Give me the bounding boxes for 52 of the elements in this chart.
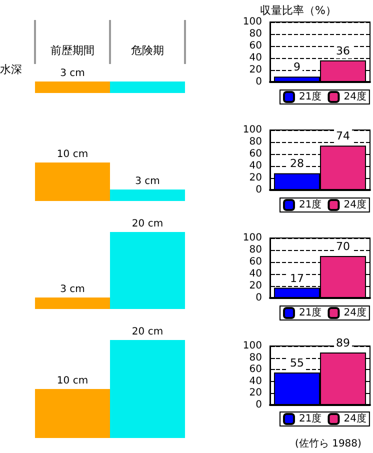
data-label: 74 [336,130,350,143]
y-axis-title: 水深 [0,63,22,76]
data-label: 70 [336,240,350,253]
data-label: 89 [336,336,350,350]
legend-label: 24度 [344,412,366,424]
x-tick-label: 危険期 [131,44,164,57]
chart-title: 収量比率（%） [260,4,336,17]
data-label: 10 cm [56,376,88,386]
data-label: 3 cm [135,176,160,187]
y-tick-label: 40 [249,268,262,280]
y-tick-label: 0 [256,292,262,304]
y-tick-label: 60 [249,256,262,268]
y-tick-label: 80 [249,28,262,40]
y-tick-label: 40 [249,52,262,64]
data-label: 3 cm [60,284,85,295]
y-tick-label: 100 [242,124,262,136]
y-tick-label: 100 [242,340,262,352]
y-tick-label: 20 [249,388,262,399]
data-label: 55 [290,356,304,370]
data-label: 20 cm [132,218,164,230]
y-tick-label: 0 [256,184,262,196]
y-tick-label: 20 [249,64,262,76]
y-tick-label: 60 [249,364,262,376]
y-tick-label: 100 [242,16,262,28]
data-label: 10 cm [56,149,88,160]
data-label: 3 cm [60,68,85,79]
data-label: 36 [336,44,350,58]
y-tick-label: 100 [242,232,262,244]
y-tick-label: 20 [249,172,262,184]
legend-label: 21度 [299,306,322,318]
data-label: 20 cm [132,326,164,338]
x-tick-label: 前歴期間 [50,44,94,57]
y-tick-label: 80 [249,244,262,256]
data-label: 9 [294,60,300,74]
legend-label: 24度 [344,90,366,102]
y-tick-label: 40 [249,160,262,172]
y-tick-label: 80 [249,352,262,364]
data-label: 28 [290,157,304,170]
y-tick-label: 60 [249,148,262,160]
y-tick-label: 80 [249,136,262,148]
legend-label: 21度 [299,90,322,102]
data-label: 17 [290,272,304,285]
legend-label: 21度 [299,198,322,210]
y-tick-label: 20 [249,280,262,292]
legend-label: 21度 [299,412,322,424]
legend-label: 24度 [344,198,366,210]
legend-label: 24度 [344,306,366,318]
y-tick-label: 60 [249,40,262,52]
text: (佐竹ら 1988) [295,438,362,450]
y-tick-label: 0 [256,400,262,410]
y-tick-label: 0 [256,76,262,88]
y-tick-label: 40 [249,376,262,387]
